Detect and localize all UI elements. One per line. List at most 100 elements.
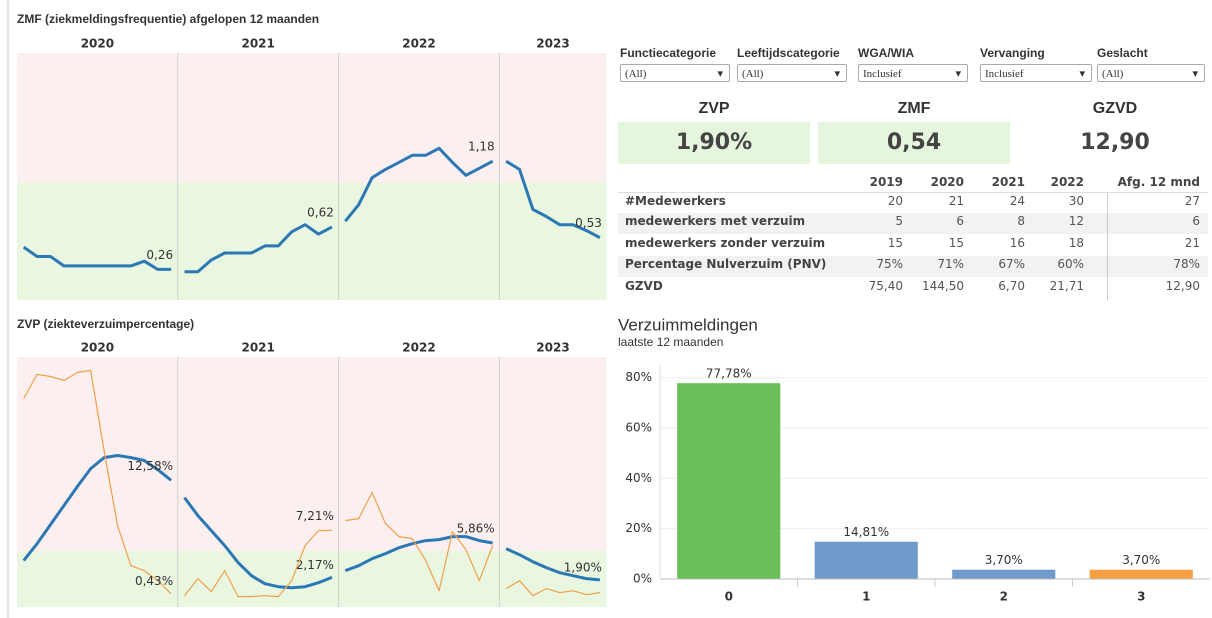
table-header: Afg. 12 mnd: [1117, 175, 1200, 189]
value-label: 0,26: [146, 248, 173, 262]
table-cell: 5: [895, 214, 903, 228]
table-cell: 71%: [937, 257, 964, 271]
value-label: 2,17%: [296, 558, 334, 572]
row-label: medewerkers zonder verzuim: [625, 236, 826, 250]
filter-label: WGA/WIA: [858, 46, 914, 60]
table-cell: 78%: [1173, 257, 1200, 271]
table-cell: 67%: [998, 257, 1025, 271]
value-label: 1,18: [468, 140, 495, 154]
panel-header: 2023: [536, 341, 569, 355]
bar: [952, 569, 1056, 579]
x-tick-label: 0: [725, 590, 733, 604]
row-label: Percentage Nulverzuim (PNV): [625, 257, 827, 271]
line: [505, 547, 601, 582]
filter-label: Geslacht: [1097, 46, 1148, 60]
table-row-bg: [618, 256, 1208, 277]
table-cell: 20: [887, 194, 903, 208]
chart-title: ZVP (ziekteverzuimpercentage): [17, 317, 194, 331]
filter-label: Leeftijdscategorie: [737, 46, 840, 60]
chart-subtitle: laatste 12 maanden: [618, 335, 723, 349]
filter-label: Vervanging: [980, 46, 1045, 60]
table-cell: 15: [887, 236, 903, 250]
x-tick-label: 1: [862, 590, 870, 604]
kpi-value: 1,90%: [618, 122, 810, 164]
table-cell: 30: [1068, 194, 1084, 208]
table-header: 2021: [991, 175, 1025, 189]
kpi-value: 0,54: [818, 122, 1010, 164]
panel-header: 2022: [402, 37, 435, 51]
filter-dropdown[interactable]: Inclusief: [858, 64, 968, 83]
value-label: 7,21%: [296, 509, 334, 523]
bad-zone: [17, 357, 607, 552]
bad-zone: [17, 53, 607, 183]
panel-header: 2023: [536, 37, 569, 51]
table-cell: 12: [1068, 214, 1084, 228]
value-label: 14,81%: [843, 525, 889, 539]
table-cell: 15: [948, 236, 964, 250]
panel-header: 2020: [81, 37, 114, 51]
table-cell: 21,71: [1049, 279, 1084, 293]
row-label: #Medewerkers: [625, 194, 726, 208]
chart-title: Verzuimmeldingen: [618, 315, 758, 334]
bar: [1089, 569, 1193, 579]
panel-header: 2020: [81, 341, 114, 355]
table-header: 2020: [930, 175, 964, 189]
target-zone: [17, 182, 607, 300]
bar: [677, 383, 781, 579]
line: [344, 535, 493, 573]
table-separator: [1107, 192, 1108, 300]
kpi-label: ZVP: [698, 100, 730, 117]
table-cell: 75%: [876, 257, 903, 271]
filter-label: Functiecategorie: [620, 46, 717, 60]
table-header: 2022: [1050, 175, 1084, 189]
table-cell: 6: [956, 214, 964, 228]
y-tick-label: 0%: [633, 572, 652, 586]
filter-dropdown[interactable]: Inclusief: [980, 64, 1092, 83]
line: [505, 580, 600, 597]
line: [23, 369, 172, 595]
line: [22, 245, 172, 271]
table-rule: [618, 192, 1208, 193]
filter-dropdown[interactable]: (All): [620, 64, 730, 83]
x-tick-label: 3: [1137, 590, 1145, 604]
line: [505, 159, 601, 240]
line: [184, 223, 333, 274]
table-header: 2019: [869, 175, 903, 189]
row-label: medewerkers met verzuim: [625, 214, 806, 228]
line: [344, 146, 494, 223]
table-cell: 18: [1068, 236, 1084, 250]
table-cell: 12,90: [1165, 279, 1200, 293]
y-tick-label: 60%: [625, 420, 652, 434]
line: [22, 454, 173, 562]
x-tick-label: 2: [1000, 590, 1008, 604]
line: [183, 496, 333, 590]
chart-title: ZMF (ziekmeldingsfrequentie) afgelopen 1…: [17, 12, 319, 26]
value-label: 0,43%: [135, 574, 173, 588]
panel-header: 2021: [241, 341, 274, 355]
kpi-value: 12,90: [1080, 130, 1150, 155]
y-tick-label: 80%: [625, 370, 652, 384]
table-cell: 144,50: [922, 279, 964, 293]
table-cell: 75,40: [868, 279, 903, 293]
table-cell: 27: [1184, 194, 1200, 208]
row-label: GZVD: [625, 279, 663, 293]
panel-header: 2021: [241, 37, 274, 51]
value-label: 12,58%: [127, 459, 173, 473]
table-cell: 60%: [1057, 257, 1084, 271]
value-label: 3,70%: [1122, 553, 1160, 567]
y-tick-label: 20%: [625, 521, 652, 535]
line: [345, 491, 494, 592]
y-tick-label: 40%: [625, 471, 652, 485]
kpi-label: GZVD: [1092, 100, 1138, 117]
value-label: 1,90%: [564, 560, 602, 574]
filter-dropdown[interactable]: (All): [1097, 64, 1205, 83]
value-label: 0,53: [575, 216, 602, 230]
table-cell: 16: [1009, 236, 1025, 250]
table-cell: 8: [1017, 214, 1025, 228]
table-cell: 24: [1009, 194, 1025, 208]
value-label: 77,78%: [706, 367, 752, 381]
line: [184, 529, 332, 598]
filter-dropdown[interactable]: (All): [737, 64, 847, 83]
target-zone: [17, 551, 607, 607]
